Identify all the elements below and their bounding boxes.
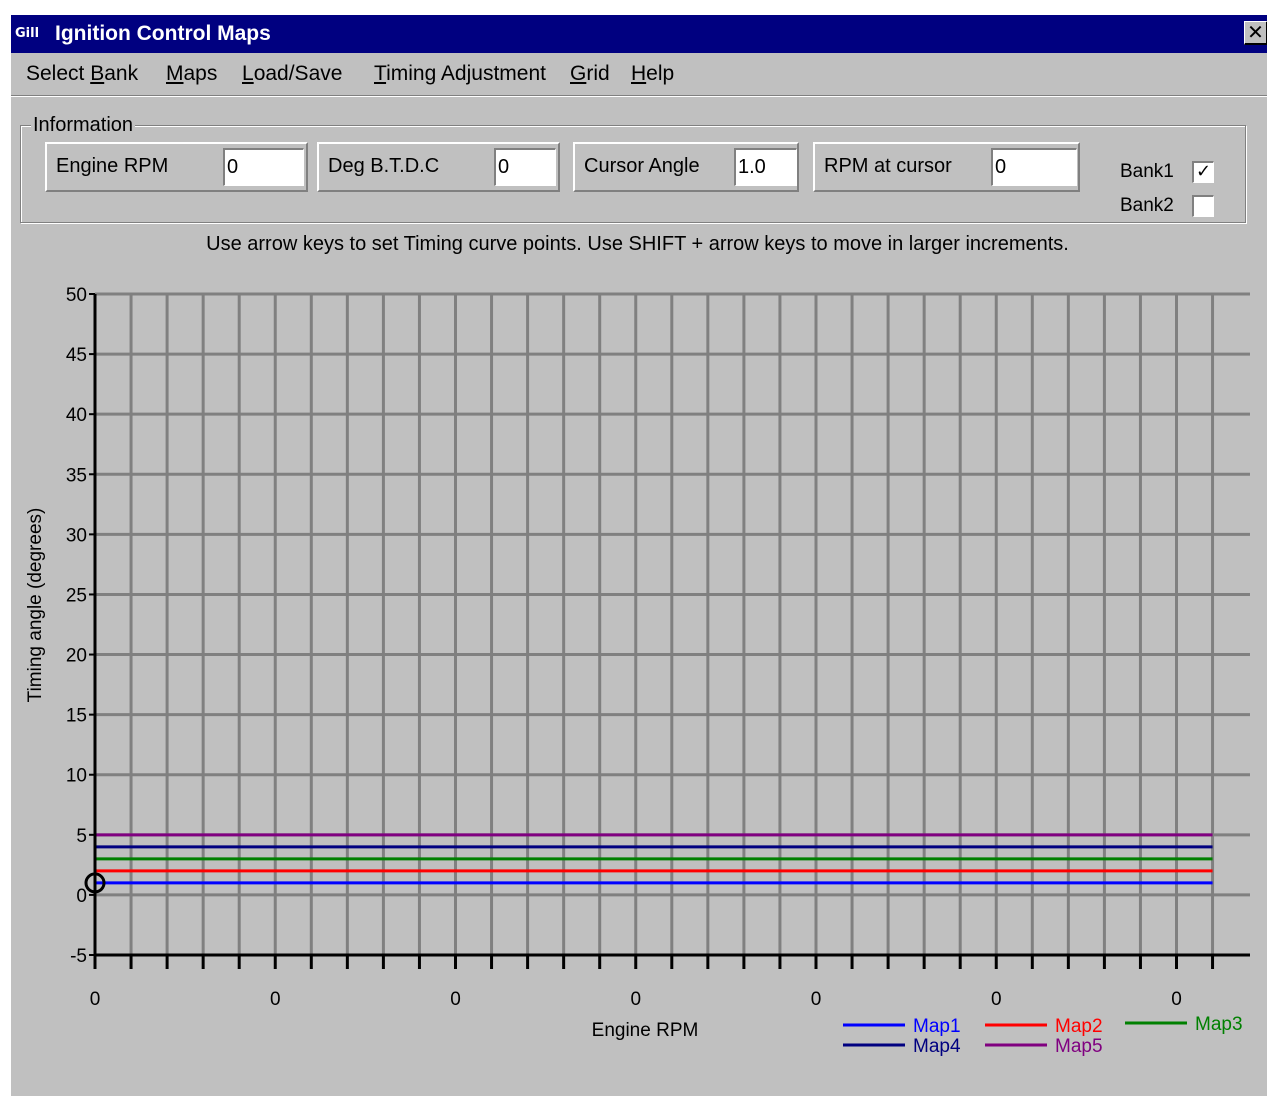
close-icon: ✕ — [1247, 20, 1264, 44]
ignition-control-window: Gill Ignition Control Maps ✕ Select Bank… — [10, 14, 1267, 1096]
legend-label: Map2 — [1055, 1016, 1103, 1037]
legend-label: Map1 — [913, 1016, 961, 1037]
menu-select-bank[interactable]: Select Bank — [26, 62, 139, 85]
information-legend: Information — [31, 114, 136, 137]
menu-maps[interactable]: Maps — [166, 62, 218, 85]
close-button[interactable]: ✕ — [1244, 21, 1267, 45]
x-tick-label: 0 — [1171, 989, 1182, 1010]
y-axis-title: Timing angle (degrees) — [25, 508, 46, 703]
y-tick-label: 20 — [66, 646, 87, 667]
x-tick-label: 0 — [90, 989, 101, 1010]
x-tick-label: 0 — [811, 989, 822, 1010]
x-tick-label: 0 — [450, 989, 461, 1010]
app-logo-icon: Gill — [15, 26, 40, 41]
timing-cursor — [84, 872, 106, 894]
bank2-label: Bank2 — [1120, 195, 1174, 216]
check-icon: ✓ — [1195, 161, 1212, 182]
engine-rpm-label: Engine RPM — [56, 155, 169, 177]
chart-grid — [95, 292, 1250, 955]
y-tick-label: 0 — [76, 886, 87, 907]
y-tick-label: 50 — [66, 285, 87, 306]
y-tick-label: 15 — [66, 706, 87, 727]
deg-btdc-panel: Deg B.T.D.C 0 — [317, 142, 560, 192]
chart-cursor — [84, 872, 106, 894]
y-tick-label: 25 — [66, 585, 87, 606]
menu-separator — [11, 95, 1267, 97]
x-tick-label: 0 — [630, 989, 641, 1010]
legend-label: Map4 — [913, 1036, 961, 1057]
bank1-label: Bank1 — [1120, 161, 1174, 182]
deg-btdc-label: Deg B.T.D.C — [328, 155, 440, 177]
menu-timing-adjustment[interactable]: Timing Adjustment — [374, 62, 546, 85]
x-axis-title: Engine RPM — [592, 1020, 699, 1041]
bank1-checkbox[interactable]: ✓ — [1192, 161, 1214, 183]
x-tick-label: 0 — [991, 989, 1002, 1010]
cursor-angle-label: Cursor Angle — [584, 155, 700, 177]
y-tick-label: -5 — [70, 946, 87, 967]
chart-series — [95, 833, 1213, 885]
engine-rpm-field[interactable]: 0 — [223, 148, 304, 186]
cursor-angle-panel: Cursor Angle 1.0 — [573, 142, 799, 192]
information-group — [20, 125, 1246, 223]
instructions-text: Use arrow keys to set Timing curve point… — [206, 233, 1069, 255]
deg-btdc-field[interactable]: 0 — [494, 148, 556, 186]
cursor-angle-field[interactable]: 1.0 — [734, 148, 797, 186]
title-bar[interactable]: Gill Ignition Control Maps ✕ — [11, 15, 1267, 53]
engine-rpm-panel: Engine RPM 0 — [45, 142, 308, 192]
y-tick-label: 30 — [66, 525, 87, 546]
y-tick-label: 40 — [66, 405, 87, 426]
legend-label: Map5 — [1055, 1036, 1103, 1057]
bank2-checkbox[interactable] — [1192, 195, 1214, 217]
x-tick-label: 0 — [270, 989, 281, 1010]
rpm-at-cursor-label: RPM at cursor — [824, 155, 952, 177]
menu-bar: Select Bank Maps Load/Save Timing Adjust… — [11, 56, 1267, 96]
y-tick-label: 35 — [66, 465, 87, 486]
menu-help[interactable]: Help — [631, 62, 675, 85]
window-title: Ignition Control Maps — [55, 22, 271, 45]
menu-grid[interactable]: Grid — [570, 62, 610, 85]
rpm-at-cursor-field[interactable]: 0 — [991, 148, 1077, 186]
rpm-at-cursor-panel: RPM at cursor 0 — [813, 142, 1080, 192]
legend-label: Map3 — [1195, 1014, 1243, 1035]
menu-load-save[interactable]: Load/Save — [242, 62, 343, 85]
y-tick-label: 5 — [76, 826, 87, 847]
y-tick-label: 45 — [66, 345, 87, 366]
y-tick-label: 10 — [66, 766, 87, 787]
chart-axes — [89, 293, 1250, 969]
chart-legend: Map1 Map2 Map3 Map4 Map5 — [843, 1014, 1243, 1057]
